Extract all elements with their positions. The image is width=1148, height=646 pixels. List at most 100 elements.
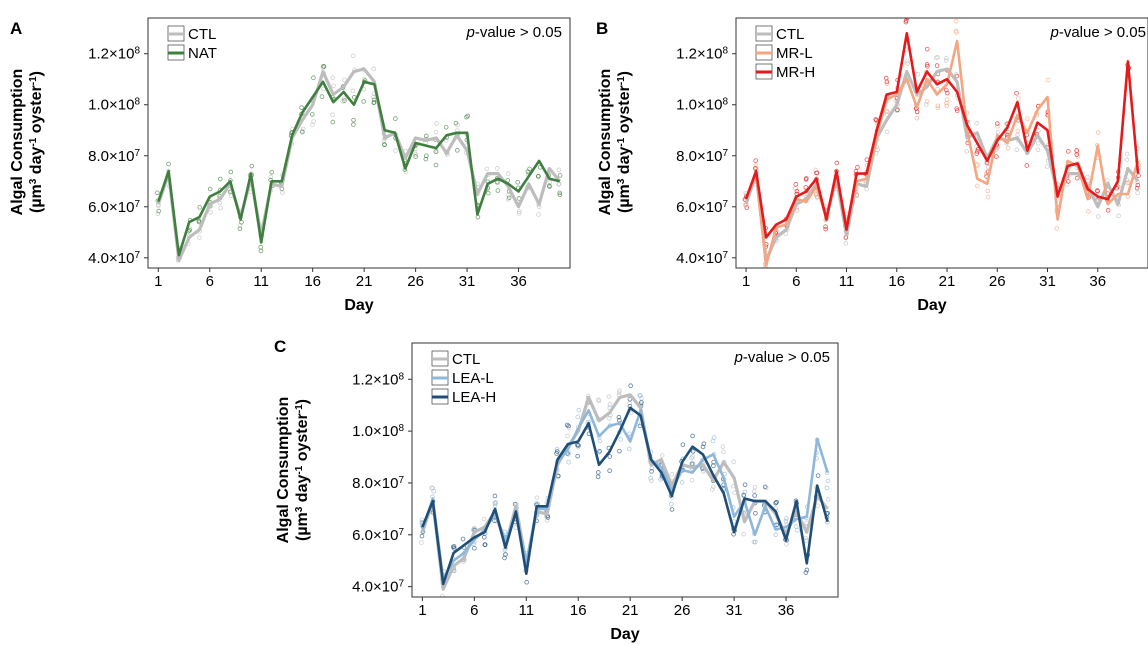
replicate-point	[649, 478, 654, 484]
y-axis-label-text: (µm	[294, 512, 311, 541]
replicate-point	[535, 174, 541, 179]
x-tick-label: 16	[888, 273, 905, 290]
replicate-point	[1054, 226, 1059, 231]
y-tick-mantissa: 6.0×10	[88, 199, 134, 216]
replicate-point	[330, 119, 336, 125]
replicate-point	[351, 122, 356, 127]
replicate-point	[371, 100, 377, 106]
replicate-point	[547, 183, 552, 189]
replicate-point	[1096, 214, 1101, 219]
y-tick-label: 6.0×107	[352, 526, 404, 544]
x-tick-label: 31	[1039, 273, 1056, 290]
p-value-italic: p	[1050, 24, 1059, 41]
replicate-point	[794, 188, 800, 194]
replicate-point	[566, 451, 571, 457]
replicate-point	[1136, 173, 1141, 178]
replicate-point	[309, 112, 315, 117]
replicate-point	[994, 154, 999, 159]
replicate-point	[481, 516, 487, 522]
replicate-point	[710, 487, 715, 492]
replicate-point	[300, 129, 305, 135]
replicate-point	[628, 383, 633, 388]
replicate-point	[557, 173, 563, 178]
replicate-point	[710, 484, 716, 490]
y-axis-label-superscript: -1	[28, 76, 39, 85]
replicate-point	[258, 244, 264, 250]
replicate-point	[744, 205, 750, 210]
replicate-point	[371, 97, 377, 103]
replicate-point	[237, 226, 243, 232]
replicate-point	[1095, 188, 1100, 193]
y-axis-label-superscript: -1	[294, 465, 305, 474]
legend-label: MR-L	[776, 45, 813, 62]
panel-letter: A	[10, 19, 22, 38]
replicate-point	[342, 77, 347, 83]
replicate-point	[575, 442, 580, 448]
y-axis-label-line1: Algal Consumption	[275, 397, 292, 544]
replicate-point	[915, 71, 921, 77]
replicate-point	[904, 58, 910, 64]
x-tick-label: 36	[1089, 273, 1106, 290]
replicate-point	[1105, 178, 1110, 183]
replicate-point	[413, 154, 418, 159]
y-axis-label-text: oyster	[294, 413, 311, 465]
replicate-point	[350, 53, 356, 59]
y-tick-exponent: 8	[722, 96, 728, 107]
y-axis-label-text: day	[28, 147, 45, 179]
y-tick-exponent: 7	[134, 147, 140, 158]
replicate-point	[218, 205, 223, 211]
replicate-point	[741, 492, 746, 498]
replicate-point	[627, 446, 632, 452]
replicate-point	[985, 188, 991, 194]
x-tick-label: 11	[519, 602, 535, 619]
replicate-point	[974, 151, 980, 156]
replicate-point	[855, 165, 860, 170]
legend-label: NAT	[188, 45, 217, 62]
series-line-lea-h	[421, 406, 829, 586]
replicate-point	[330, 75, 336, 81]
replicate-point	[1084, 174, 1090, 180]
replicate-point	[607, 468, 612, 473]
replicate-point	[439, 593, 445, 597]
x-tick-label: 1	[154, 273, 162, 290]
y-tick-exponent: 8	[134, 96, 140, 107]
replicate-point	[784, 516, 789, 521]
replicate-point	[773, 500, 779, 506]
replicate-point	[536, 212, 541, 217]
replicate-point	[1005, 129, 1011, 135]
x-tick-label: 16	[304, 273, 321, 290]
replicate-point	[596, 470, 601, 475]
replicate-point	[557, 192, 563, 198]
replicate-point	[815, 473, 821, 478]
x-tick-label: 11	[253, 273, 269, 290]
y-tick-mantissa: 6.0×10	[676, 199, 722, 216]
replicate-point	[793, 524, 799, 529]
x-tick-label: 6	[792, 273, 800, 290]
replicate-point	[597, 438, 603, 444]
replicate-point	[207, 186, 213, 192]
replicate-point	[299, 105, 304, 110]
x-tick-label: 26	[989, 273, 1006, 290]
replicate-point	[492, 501, 498, 506]
replicate-point	[884, 108, 889, 114]
replicate-point	[885, 129, 890, 135]
replicate-point	[545, 515, 551, 520]
replicate-point	[825, 497, 831, 502]
replicate-point	[547, 179, 553, 185]
replicate-point	[843, 241, 849, 246]
series-line-lea-l	[421, 409, 829, 581]
y-tick-label: 6.0×107	[88, 198, 140, 216]
y-tick-label: 1.2×108	[88, 45, 140, 63]
y-tick-exponent: 7	[398, 526, 404, 537]
y-axis-label-text: (µm	[616, 184, 633, 213]
replicate-point	[742, 482, 748, 488]
replicate-point	[513, 525, 518, 530]
y-tick-label: 8.0×107	[676, 147, 728, 165]
x-tick-label: 31	[459, 273, 476, 290]
y-axis-label-text: oyster	[616, 85, 633, 137]
replicate-point	[934, 63, 940, 68]
replicate-point	[413, 152, 419, 157]
replicate-point	[995, 123, 1000, 129]
replicate-point	[197, 235, 202, 240]
replicate-point	[751, 488, 757, 494]
